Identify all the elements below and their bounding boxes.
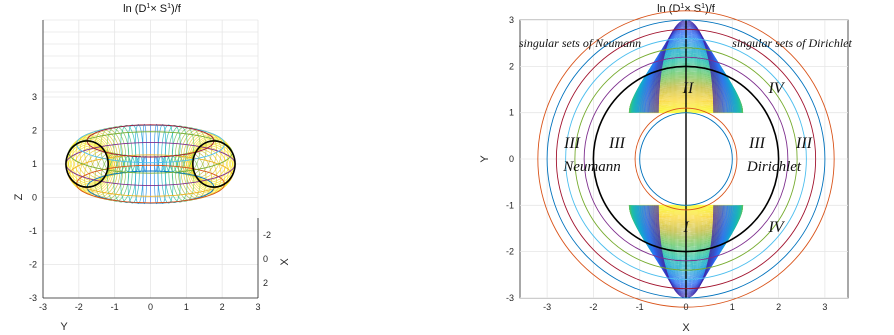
right-x-tick-label: -3 xyxy=(543,302,551,312)
right-y-tick-label: -1 xyxy=(506,200,514,210)
annotation-neumann: Neumann xyxy=(562,159,621,175)
right-x-tick-labels: -3 -2 -1 0 1 2 3 xyxy=(543,302,827,312)
annotation-region-II: II xyxy=(682,80,694,97)
ring-circle xyxy=(574,47,798,271)
annotation-region-IV-bottom: IV xyxy=(767,219,785,236)
right-x-tick-label: -2 xyxy=(589,302,597,312)
left-y-tick-label: -3 xyxy=(39,302,47,312)
annotation-neumann-sets: singular sets of Neumann xyxy=(519,36,641,50)
right-x-tick-label: 1 xyxy=(730,302,735,312)
left-z-tick-label: 2 xyxy=(32,126,37,136)
left-z-tick-label: -1 xyxy=(29,226,37,236)
left-x-tick-label: -2 xyxy=(263,230,271,240)
left-z-tick-label: 1 xyxy=(32,159,37,169)
left-x-tick-labels: -2 0 2 xyxy=(263,230,271,288)
left-y-tick-label: -2 xyxy=(75,302,83,312)
left-y-tick-label: 0 xyxy=(148,302,153,312)
left-title: ln (D1× S1)/f xyxy=(123,3,182,15)
annotation-region-III-3: III xyxy=(748,135,766,152)
annotation-region-IV-top: IV xyxy=(767,80,785,97)
ring-circle xyxy=(546,19,826,299)
colored-rings xyxy=(537,10,835,308)
right-x-tick-label: 0 xyxy=(683,302,688,312)
left-z-tick-label: 3 xyxy=(32,92,37,102)
torus-ring xyxy=(68,131,233,174)
ring-circle xyxy=(555,28,817,290)
left-y-tick-labels: -3 -2 -1 0 1 2 3 xyxy=(39,302,261,312)
torus-black-circle xyxy=(191,140,236,188)
left-x-tick-label: 0 xyxy=(263,254,268,264)
left-z-tick-label: 0 xyxy=(32,193,37,203)
left-z-tick-label: -3 xyxy=(29,293,37,303)
annotation-dirichlet: Dirichlet xyxy=(746,159,802,175)
annotation-dirichlet-sets: singular sets of Dirichlet xyxy=(732,36,852,50)
right-y-tick-label: 1 xyxy=(509,108,514,118)
annotation-region-I: I xyxy=(682,219,689,236)
right-y-tick-label: -2 xyxy=(506,247,514,257)
ring-circle xyxy=(537,10,835,308)
right-title: ln (D1× S1)/f xyxy=(657,3,716,15)
left-x-axis-label: X xyxy=(279,258,291,266)
left-y-tick-label: 1 xyxy=(184,302,189,312)
left-x-tick-label: 2 xyxy=(263,278,268,288)
right-y-tick-labels: 3 2 1 0 -1 -2 -3 xyxy=(506,15,514,303)
annotation-region-III-1: III xyxy=(563,135,581,152)
ring-circle xyxy=(583,56,789,262)
left-plot: ln (D1× S1)/f 3 2 1 0 -1 -2 -3 -3 -2 -1 0 1 2 3 -2 0 2… xyxy=(13,3,291,333)
left-y-tick-label: -1 xyxy=(111,302,119,312)
right-x-tick-label: -1 xyxy=(636,302,644,312)
left-z-axis-label: Z xyxy=(13,193,25,200)
ring-circle xyxy=(639,112,733,206)
torus-ring xyxy=(86,124,215,158)
left-z-tick-label: -2 xyxy=(29,260,37,270)
annotation-region-III-4: III xyxy=(795,135,813,152)
annotation-region-III-2: III xyxy=(608,135,626,152)
torus-surface xyxy=(65,123,236,205)
right-y-axis-label: Y xyxy=(479,155,491,163)
left-z-tick-labels: 3 2 1 0 -1 -2 -3 xyxy=(29,92,37,303)
right-y-tick-label: -3 xyxy=(506,293,514,303)
black-circle xyxy=(592,65,780,253)
left-y-tick-label: 3 xyxy=(255,302,260,312)
left-y-axis-label: Y xyxy=(60,321,68,333)
ring-circle xyxy=(634,107,738,211)
right-x-tick-label: 3 xyxy=(822,302,827,312)
torus-black-circle xyxy=(65,140,110,188)
left-y-tick-label: 2 xyxy=(220,302,225,312)
right-x-axis-label: X xyxy=(682,322,690,334)
torus-ring xyxy=(76,164,225,204)
torus-ring xyxy=(65,142,236,186)
right-y-tick-label: 0 xyxy=(509,154,514,164)
right-y-tick-label: 2 xyxy=(509,61,514,71)
ring-circle xyxy=(565,38,807,280)
right-x-tick-label: 2 xyxy=(776,302,781,312)
right-y-tick-label: 3 xyxy=(509,15,514,25)
torus-ring xyxy=(86,170,215,204)
